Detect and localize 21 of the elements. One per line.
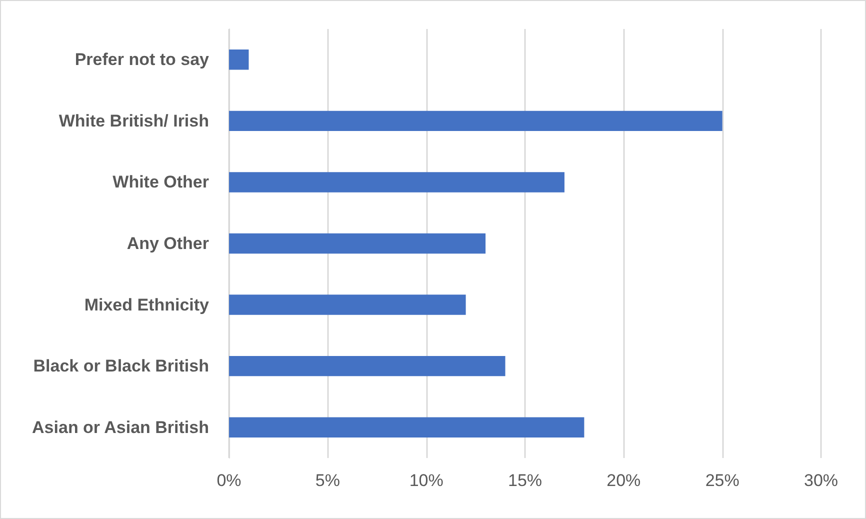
y-tick-label: Mixed Ethnicity: [84, 295, 210, 314]
x-tick-label: 30%: [804, 471, 838, 490]
x-tick-label: 10%: [409, 471, 444, 490]
bar: [229, 356, 506, 376]
y-tick-label: Prefer not to say: [74, 50, 210, 70]
bar: [229, 294, 466, 315]
bar: [229, 233, 486, 254]
y-tick-label: White British/ Irish: [58, 111, 209, 130]
bar: [229, 110, 722, 132]
y-tick-label: Asian or Asian British: [32, 418, 209, 437]
bar: [229, 50, 249, 70]
x-tick-label: 25%: [705, 471, 740, 490]
x-tick-label: 0%: [216, 471, 242, 490]
bar: [229, 172, 564, 192]
x-tick-label: 20%: [606, 471, 641, 490]
x-tick-label: 5%: [315, 471, 340, 490]
y-tick-label: Black or Black British: [33, 356, 209, 376]
bar: [229, 417, 584, 438]
y-tick-label: Any Other: [126, 234, 210, 253]
y-tick-label: White Other: [112, 172, 210, 192]
x-tick-label: 15%: [508, 471, 542, 490]
